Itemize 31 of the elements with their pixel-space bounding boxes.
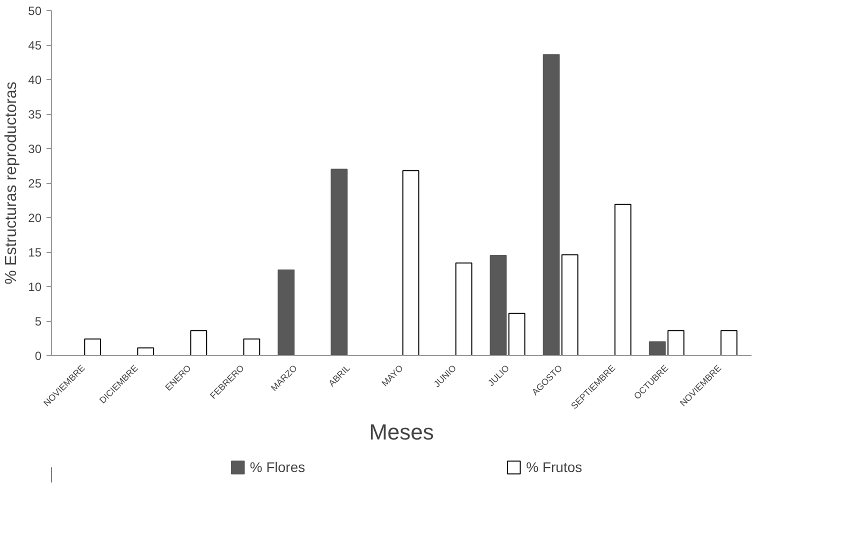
y-tick-label: 35 bbox=[28, 108, 42, 122]
legend-label: % Flores bbox=[250, 459, 306, 475]
bar bbox=[137, 347, 154, 356]
bar bbox=[614, 204, 632, 356]
y-tick-label: 50 bbox=[28, 4, 42, 18]
y-tick-label: 10 bbox=[28, 280, 42, 294]
bar bbox=[190, 330, 208, 356]
y-tick-label: 40 bbox=[28, 73, 42, 87]
y-tick-label: 20 bbox=[28, 211, 42, 225]
x-axis-title: Meses bbox=[369, 420, 434, 445]
y-axis-title: % Estructuras reproductoras bbox=[3, 82, 20, 284]
bar bbox=[667, 330, 684, 356]
bar bbox=[402, 170, 420, 356]
legend-label: % Frutos bbox=[526, 459, 582, 475]
bar bbox=[720, 330, 738, 356]
y-tick-label: 0 bbox=[34, 349, 42, 363]
y-tick-label: 45 bbox=[28, 38, 42, 52]
bar bbox=[330, 168, 348, 356]
y-tick-label: 30 bbox=[28, 142, 42, 156]
bar bbox=[455, 262, 472, 356]
bar bbox=[84, 338, 102, 356]
y-tick-label: 15 bbox=[28, 246, 42, 260]
bar bbox=[243, 338, 260, 356]
bar bbox=[648, 341, 666, 356]
bar bbox=[508, 312, 526, 356]
bar bbox=[490, 254, 507, 356]
y-tick-label: 25 bbox=[28, 176, 42, 190]
bar bbox=[561, 254, 578, 356]
bar bbox=[542, 54, 560, 356]
bar bbox=[278, 269, 295, 356]
y-tick-label: 5 bbox=[34, 314, 42, 328]
